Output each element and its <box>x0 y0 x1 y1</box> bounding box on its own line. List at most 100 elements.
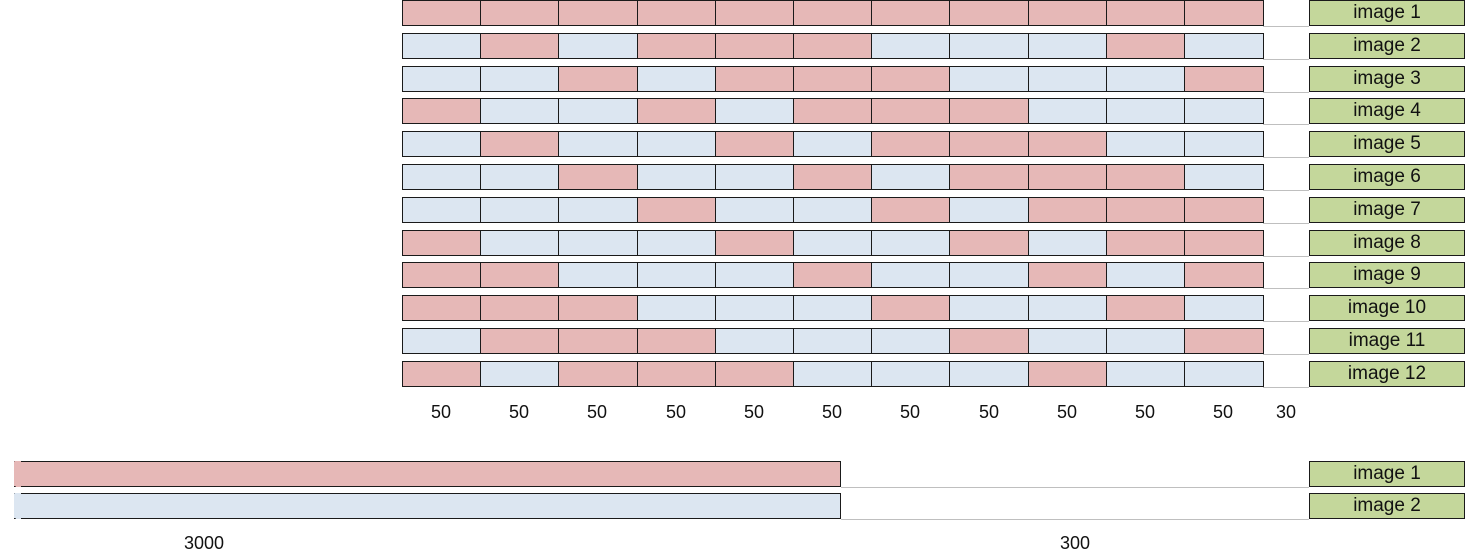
selected-cell <box>793 164 872 190</box>
cell-width-label: 50 <box>978 402 1000 422</box>
selected-cell <box>637 98 716 124</box>
selected-cell <box>637 328 716 354</box>
unselected-cell <box>402 66 481 92</box>
cell-width-label: 50 <box>1212 402 1234 422</box>
unselected-cell <box>1184 295 1264 321</box>
selected-cell <box>480 33 559 59</box>
image-label: image 2 <box>1309 33 1465 59</box>
selected-cell <box>558 361 638 387</box>
unselected-cell <box>949 33 1029 59</box>
selected-cell <box>402 295 481 321</box>
cell-width-label: 50 <box>821 402 843 422</box>
unselected-long-bar <box>14 493 841 519</box>
selected-cell <box>949 131 1029 157</box>
selected-cell <box>637 33 716 59</box>
selected-cell <box>871 66 950 92</box>
unselected-cell <box>715 328 794 354</box>
unselected-cell <box>871 262 950 288</box>
selected-cell <box>480 131 559 157</box>
grid-row <box>402 230 1264 256</box>
unselected-cell <box>1106 66 1185 92</box>
selected-cell <box>558 164 638 190</box>
row-guide-line <box>1263 321 1309 322</box>
row-guide-line <box>841 519 1309 520</box>
selected-cell <box>480 262 559 288</box>
grid-row <box>402 164 1264 190</box>
cell-width-label: 50 <box>743 402 765 422</box>
image-label: image 10 <box>1309 295 1465 321</box>
selected-cell <box>793 33 872 59</box>
selected-cell <box>1106 230 1185 256</box>
unselected-cell <box>949 361 1029 387</box>
image-label: image 7 <box>1309 197 1465 223</box>
unselected-cell <box>871 230 950 256</box>
unselected-cell <box>715 262 794 288</box>
unselected-cell <box>402 33 481 59</box>
selected-cell <box>793 0 872 26</box>
image-label: image 11 <box>1309 328 1465 354</box>
unselected-cell <box>793 230 872 256</box>
selected-cell <box>715 131 794 157</box>
unselected-cell <box>1184 98 1264 124</box>
selected-cell <box>949 0 1029 26</box>
grid-row <box>402 66 1264 92</box>
selected-cell <box>480 0 559 26</box>
unselected-cell <box>558 197 638 223</box>
unselected-cell <box>637 230 716 256</box>
selected-cell <box>1184 66 1264 92</box>
selected-cell <box>871 197 950 223</box>
unselected-cell <box>1106 328 1185 354</box>
selected-cell <box>715 230 794 256</box>
unselected-cell <box>715 164 794 190</box>
grid-row <box>402 328 1264 354</box>
selected-cell <box>1184 230 1264 256</box>
selected-cell <box>1028 361 1107 387</box>
unselected-cell <box>871 33 950 59</box>
unselected-cell <box>637 295 716 321</box>
image-label: image 12 <box>1309 361 1465 387</box>
selected-cell <box>480 295 559 321</box>
unselected-cell <box>871 164 950 190</box>
cell-width-label: 50 <box>430 402 452 422</box>
cell-width-label: 50 <box>508 402 530 422</box>
unselected-cell <box>715 98 794 124</box>
selected-cell <box>1184 262 1264 288</box>
unselected-cell <box>793 328 872 354</box>
unselected-cell <box>1028 328 1107 354</box>
unselected-cell <box>1106 361 1185 387</box>
selected-cell <box>402 0 481 26</box>
image-label: image 3 <box>1309 66 1465 92</box>
selected-cell <box>871 295 950 321</box>
selected-cell <box>558 0 638 26</box>
selected-cell <box>558 66 638 92</box>
bar-width-label: 3000 <box>183 533 225 553</box>
row-guide-line <box>1263 92 1309 93</box>
image-label: image 8 <box>1309 230 1465 256</box>
selected-cell <box>1028 197 1107 223</box>
selected-cell <box>715 33 794 59</box>
image-label: image 9 <box>1309 262 1465 288</box>
unselected-cell <box>480 361 559 387</box>
unselected-cell <box>949 197 1029 223</box>
cell-width-label: 50 <box>899 402 921 422</box>
grid-row <box>402 295 1264 321</box>
selected-cell <box>949 164 1029 190</box>
selected-cell <box>402 98 481 124</box>
unselected-cell <box>793 197 872 223</box>
break-edge-icon <box>14 461 21 487</box>
selected-cell <box>1028 164 1107 190</box>
selected-cell <box>637 361 716 387</box>
selected-cell <box>402 262 481 288</box>
selected-cell <box>793 262 872 288</box>
grid-row <box>402 262 1264 288</box>
selected-cell <box>871 131 950 157</box>
row-guide-line <box>1263 387 1309 388</box>
selected-cell <box>1028 131 1107 157</box>
grid-row <box>402 98 1264 124</box>
image-label: image 6 <box>1309 164 1465 190</box>
row-guide-line <box>1263 124 1309 125</box>
selected-cell <box>793 98 872 124</box>
cell-width-label: 50 <box>586 402 608 422</box>
grid-row <box>402 361 1264 387</box>
